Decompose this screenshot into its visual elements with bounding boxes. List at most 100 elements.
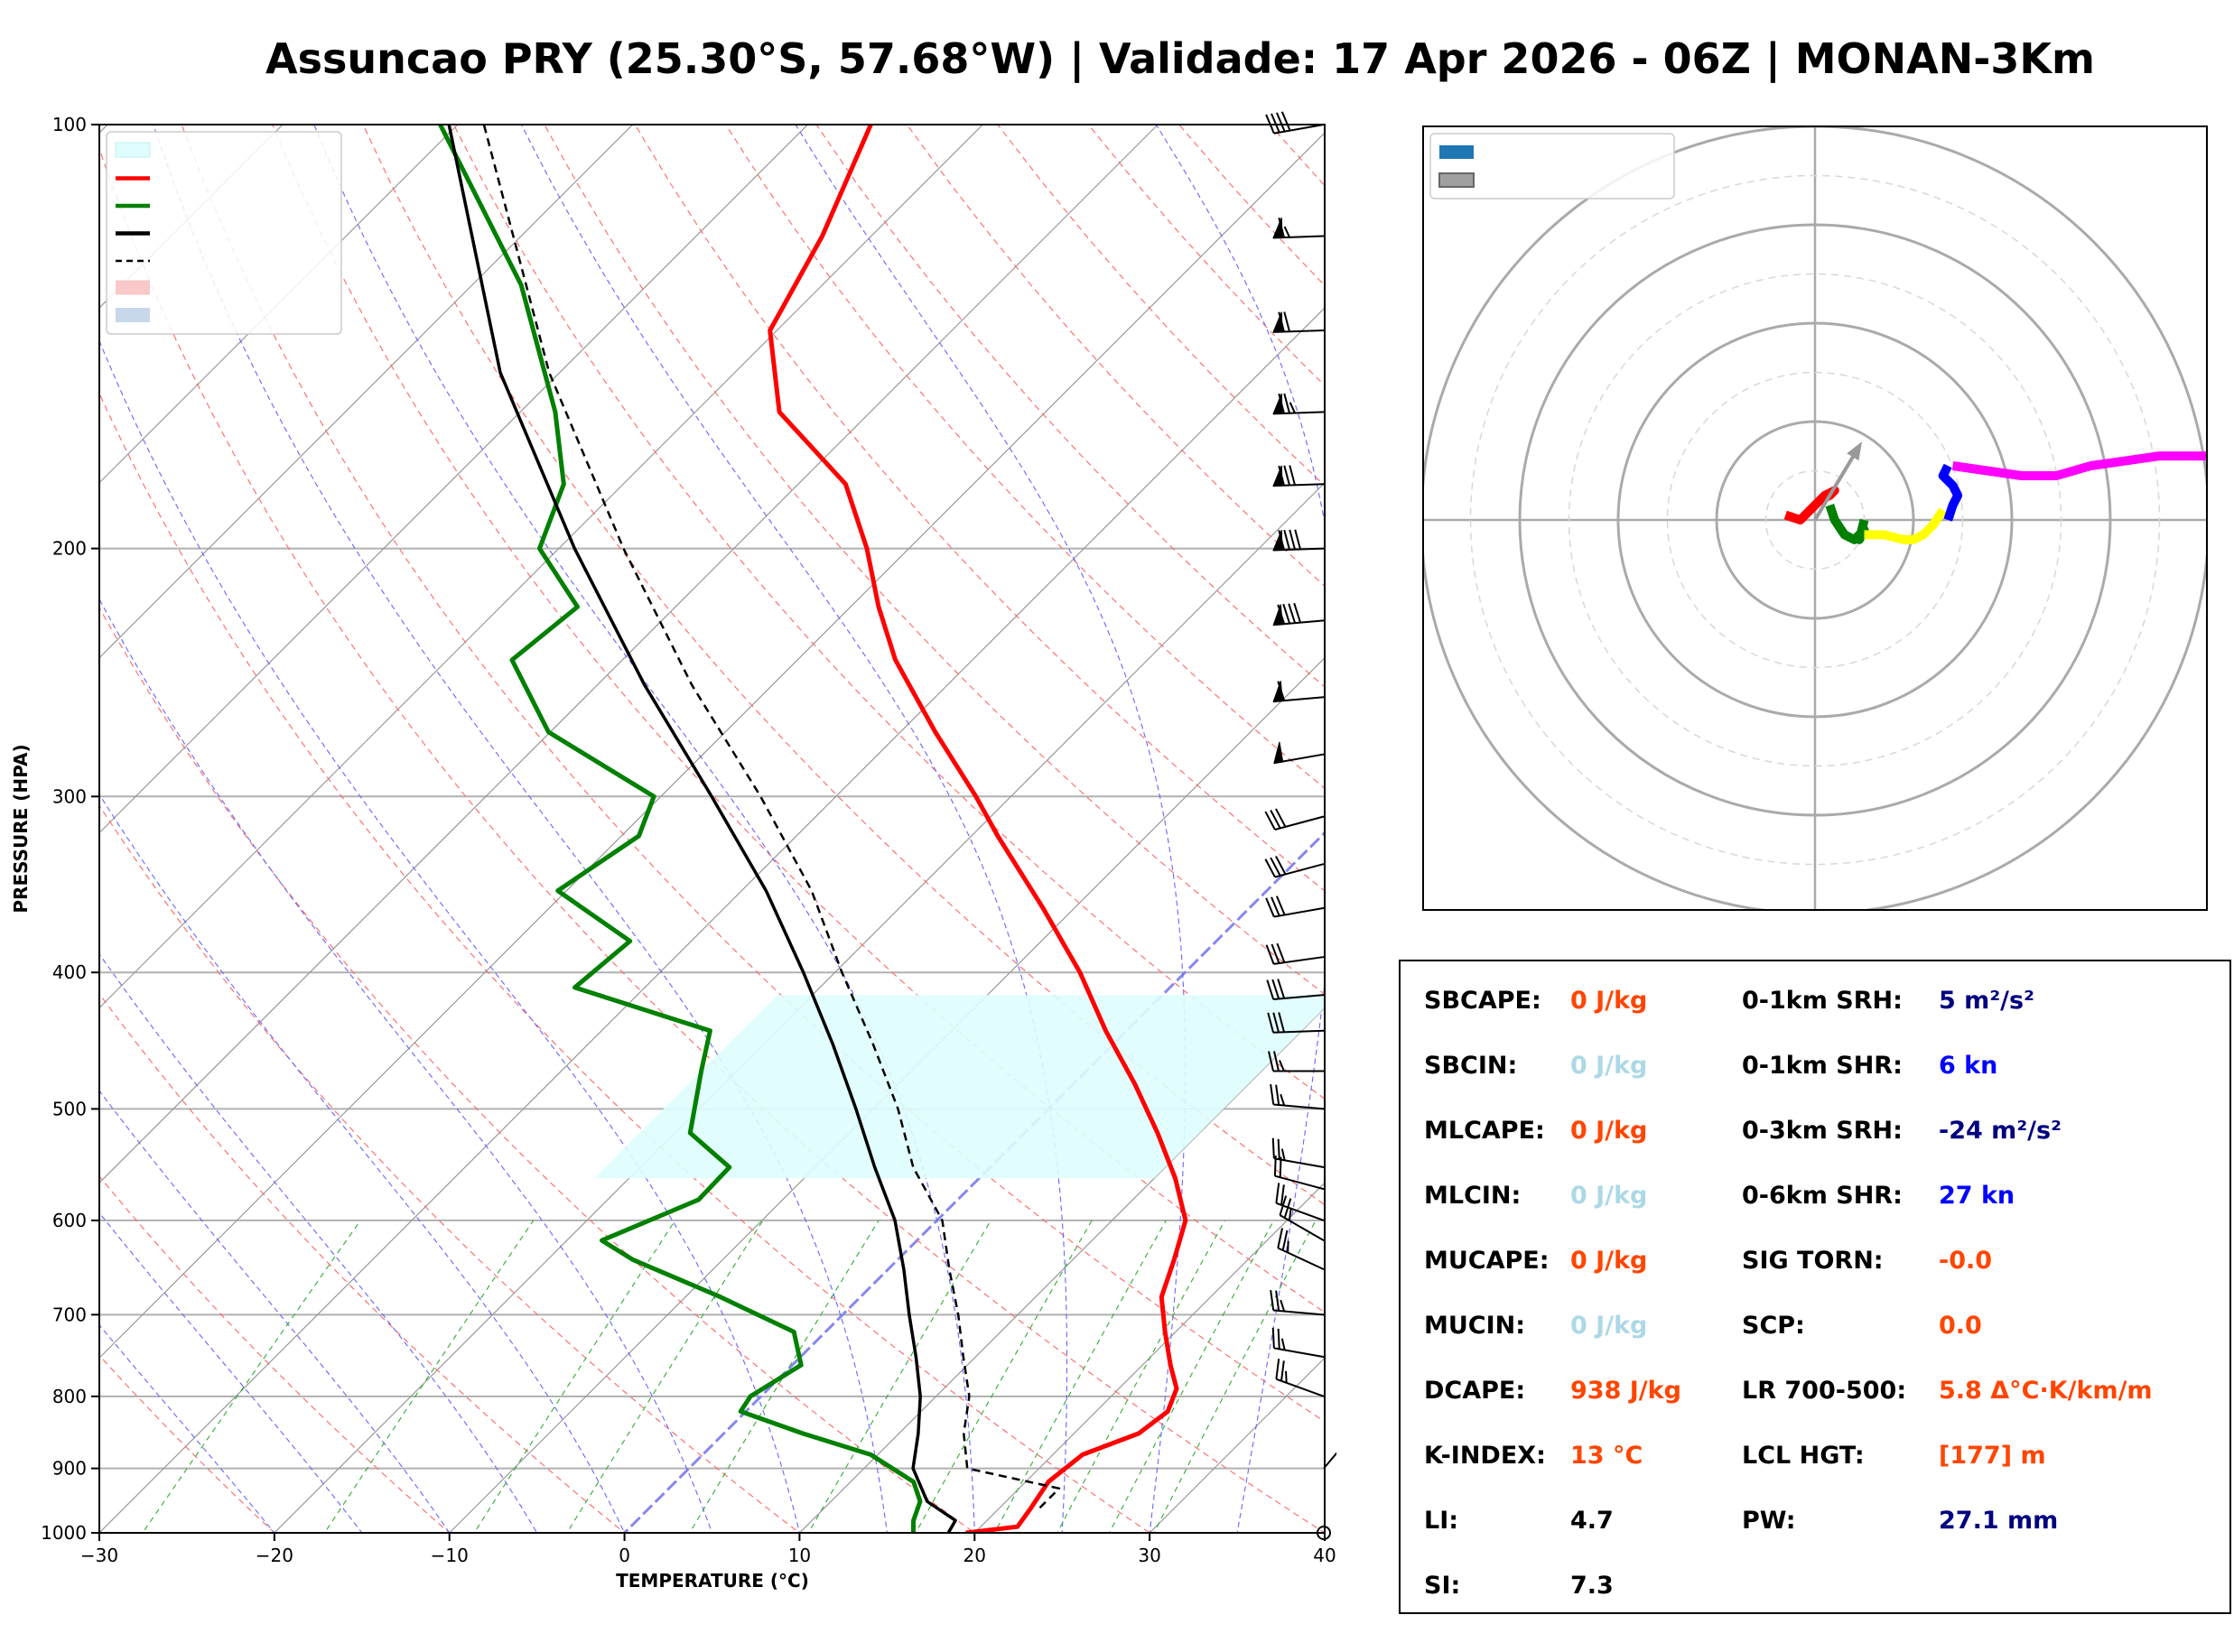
wind-barb [1270,1084,1325,1110]
barb-feather [1285,1370,1288,1383]
wind-barb [1277,1228,1325,1271]
left-param-value: 0 J/kg [1570,1182,1648,1210]
mixing-ratio-line [323,1220,535,1533]
wind-barb [1265,896,1325,918]
barb-feather [1277,604,1286,625]
barb-feather [1278,530,1285,551]
moist-adiabat [313,125,975,1533]
barb-feather [1280,1338,1286,1350]
right-param-value: 27.1 mm [1939,1507,2059,1535]
y-tick-label: 800 [52,1386,87,1407]
barb-feather [1271,1327,1275,1349]
isotherm-line [1324,1532,1325,1533]
right-param-label: LCL HGT: [1742,1442,1865,1470]
barb-feather [1276,896,1286,915]
mixing-ratio-line [807,1220,991,1533]
hodo-segment [1864,507,1947,544]
legend-swatch [115,142,151,158]
skewt-chart: −30 −20 −10 0 10 20 30 40 1000 900 800 700 600 500 400… [10,111,1336,1592]
left-param-value: 4.7 [1570,1507,1614,1535]
dry-adiabat [1087,125,1325,386]
skewt-frame [98,124,1326,1534]
isotherm-line [973,1182,1325,1533]
barb-feather [1268,1051,1274,1072]
wind-barb [1268,1051,1324,1072]
mu-parcel-path [482,125,1061,1509]
barb-feather [1280,1093,1286,1106]
hodo-ring [1715,420,1915,620]
dry-adiabat [362,125,1325,1206]
hodograph-frame [1422,125,2208,911]
hodo-ring [1568,273,2062,767]
wind-barb [1264,808,1325,831]
mixing-ratio-line [915,1220,1093,1533]
barb-staff [1274,815,1325,831]
mixing-ratio-line [142,1220,361,1533]
barb-feather [1273,1051,1280,1072]
barb-staff [1274,863,1325,878]
right-param-label: LR 700-500: [1742,1377,1907,1405]
left-param-value: 0 J/kg [1570,1052,1648,1080]
isotherm-line [274,481,1325,1533]
left-param-label: MUCAPE: [1424,1247,1550,1275]
left-param-value: 0 J/kg [1570,1247,1648,1275]
barb-feather [1275,808,1287,828]
x-axis-label: TEMPERATURE (°C) [616,1570,809,1592]
barb-feather [1281,1230,1289,1251]
wind-barb [1267,1012,1325,1034]
isotherm-line [99,125,809,834]
dry-adiabat [544,125,1325,996]
temperature-line [768,125,1188,1533]
y-tick-label: 100 [52,114,87,135]
wind-barb [1323,1452,1336,1470]
barb-feather [1289,465,1296,486]
barb-feather [1265,897,1275,917]
wind-barb [1264,856,1325,878]
barb-feather [1267,1012,1275,1033]
bunkers-lm-arrow [1813,445,1861,522]
barb-staff [1276,1202,1325,1221]
hodo-ring [1518,223,2112,817]
right-param-value: 27 kn [1939,1182,2015,1210]
left-param-label: SI: [1424,1572,1461,1600]
moist-adiabat [99,1090,451,1533]
barb-feather [1289,529,1296,550]
right-param-label: 0-1km SHR: [1742,1052,1903,1080]
moist-adiabat [99,339,800,1533]
mixing-ratio-line [993,1220,1167,1533]
barb-feather [1270,1084,1275,1105]
wind-barb [1272,529,1325,552]
x-tick-label: −30 [80,1545,118,1566]
x-tick-label: 40 [1313,1545,1336,1566]
dry-adiabat [181,125,1325,1423]
dry-adiabat [272,125,1325,1313]
hail-growth-zone [593,995,1325,1179]
mixing-ratio-line [689,1220,880,1533]
right-param-value: -24 m²/s² [1939,1117,2062,1145]
dry-adiabat [99,1175,451,1533]
barb-feather [1278,465,1285,487]
moist-adiabat [99,794,626,1533]
barb-feather [1272,1012,1280,1033]
barb-feather [1277,1228,1283,1248]
barb-feather [1287,1240,1289,1253]
y-tick-label: 200 [52,538,87,560]
right-param-value: 5.8 Δ°C·K/km/m [1939,1377,2153,1405]
barb-feather [1294,529,1301,550]
mixing-ratio-line [1056,1220,1225,1533]
hodo-segment [1951,451,2207,480]
barb-feather [1270,1289,1275,1311]
legend-box [106,131,342,335]
barb-feather [1264,811,1276,831]
wind-barb [1272,602,1325,626]
isotherm-line [798,1007,1325,1533]
hodo-segment [1825,504,1869,544]
barb-feather [1280,1148,1286,1161]
left-param-value: 0 J/kg [1570,987,1648,1015]
right-param-label: 0-1km SRH: [1742,987,1903,1015]
barb-staff [1273,906,1325,918]
barb-feather [1275,1084,1280,1106]
barb-feather [1280,111,1291,131]
isotherm-line [99,125,634,659]
wind-barb [1275,1183,1325,1221]
